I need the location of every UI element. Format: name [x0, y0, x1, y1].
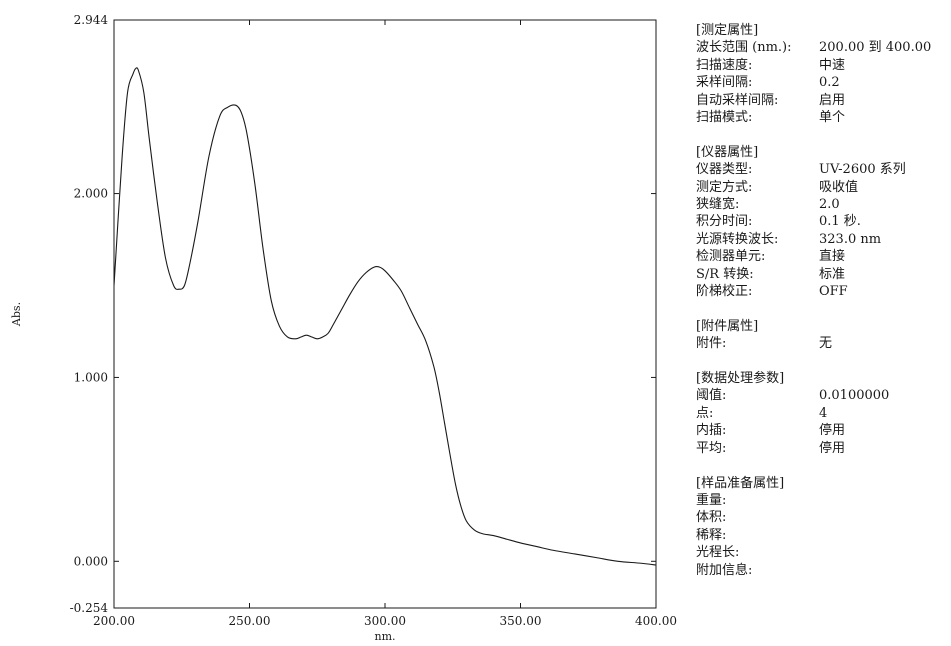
- param-value: 停用: [819, 422, 845, 439]
- param-row: 扫描模式: 单个: [696, 109, 951, 126]
- x-axis-title: nm.: [374, 630, 395, 643]
- section-title: [样品准备属性]: [696, 475, 951, 492]
- param-label: 点:: [696, 405, 819, 422]
- param-label: 阶梯校正:: [696, 283, 819, 300]
- param-value: 中速: [819, 57, 845, 74]
- param-label: 附加信息:: [696, 562, 819, 579]
- param-row: 波长范围 (nm.): 200.00 到 400.00: [696, 39, 951, 56]
- param-label: 体积:: [696, 509, 819, 526]
- param-row: 检测器单元: 直接: [696, 248, 951, 265]
- x-tick-label: 350.00: [500, 614, 542, 628]
- param-row: 点: 4: [696, 405, 951, 422]
- param-value: 323.0 nm: [819, 231, 881, 248]
- x-axis: 200.00 250.00 300.00 350.00 400.00: [93, 20, 677, 628]
- y-tick-label: -0.254: [70, 601, 109, 615]
- param-row: 光程长:: [696, 544, 951, 561]
- y-axis: 2.944 2.000 1.000 0.000 -0.254: [70, 13, 656, 615]
- param-label: 自动采样间隔:: [696, 92, 819, 109]
- section-title: [数据处理参数]: [696, 370, 951, 387]
- param-value: 2.0: [819, 196, 840, 213]
- param-label: 重量:: [696, 492, 819, 509]
- param-value: OFF: [819, 283, 848, 300]
- param-value: 停用: [819, 440, 845, 457]
- param-label: 附件:: [696, 335, 819, 352]
- param-row: 稀释:: [696, 527, 951, 544]
- section-sample-preparation: [样品准备属性] 重量: 体积: 稀释: 光程长: 附加信息:: [696, 475, 951, 579]
- x-tick-label: 300.00: [364, 614, 406, 628]
- section-instrument-properties: [仪器属性] 仪器类型: UV-2600 系列 测定方式: 吸收值 狭缝宽: 2.0 …: [696, 144, 951, 301]
- param-label: 内插:: [696, 422, 819, 439]
- measurement-parameters-panel: [测定属性] 波长范围 (nm.): 200.00 到 400.00 扫描速度: 中…: [696, 22, 951, 596]
- param-label: 积分时间:: [696, 213, 819, 230]
- param-row: 采样间隔: 0.2: [696, 74, 951, 91]
- param-value: 0.1 秒.: [819, 213, 861, 230]
- param-value: 4: [819, 405, 827, 422]
- param-row: 测定方式: 吸收值: [696, 179, 951, 196]
- section-accessory-properties: [附件属性] 附件: 无: [696, 318, 951, 353]
- param-row: 狭缝宽: 2.0: [696, 196, 951, 213]
- param-row: 附件: 无: [696, 335, 951, 352]
- param-label: 稀释:: [696, 527, 819, 544]
- param-label: 阈值:: [696, 387, 819, 404]
- y-tick-label: 1.000: [74, 370, 108, 384]
- x-tick-label: 200.00: [93, 614, 135, 628]
- param-row: 附加信息:: [696, 562, 951, 579]
- param-label: 扫描模式:: [696, 109, 819, 126]
- param-value: 启用: [819, 92, 845, 109]
- param-label: 光程长:: [696, 544, 819, 561]
- param-row: 阶梯校正: OFF: [696, 283, 951, 300]
- section-data-processing: [数据处理参数] 阈值: 0.0100000 点: 4 内插: 停用 平均: 停用: [696, 370, 951, 457]
- param-label: 检测器单元:: [696, 248, 819, 265]
- param-label: 测定方式:: [696, 179, 819, 196]
- param-label: S/R 转换:: [696, 266, 819, 283]
- param-value: 200.00 到 400.00: [819, 39, 931, 56]
- y-tick-label: 2.000: [74, 187, 108, 201]
- param-label: 波长范围 (nm.):: [696, 39, 819, 56]
- param-row: 阈值: 0.0100000: [696, 387, 951, 404]
- y-tick-label: 0.000: [74, 554, 108, 568]
- y-axis-title: Abs.: [10, 302, 23, 327]
- absorbance-chart: 2.944 2.000 1.000 0.000 -0.254 200.00 250.00 3…: [0, 0, 690, 646]
- param-row: S/R 转换: 标准: [696, 266, 951, 283]
- param-row: 仪器类型: UV-2600 系列: [696, 161, 951, 178]
- absorbance-curve: [114, 68, 656, 565]
- param-value: 单个: [819, 109, 845, 126]
- param-value: 标准: [819, 266, 845, 283]
- param-row: 扫描速度: 中速: [696, 57, 951, 74]
- param-label: 光源转换波长:: [696, 231, 819, 248]
- param-value: 0.0100000: [819, 387, 889, 404]
- param-row: 自动采样间隔: 启用: [696, 92, 951, 109]
- param-row: 光源转换波长: 323.0 nm: [696, 231, 951, 248]
- param-label: 狭缝宽:: [696, 196, 819, 213]
- param-value: 直接: [819, 248, 845, 265]
- plot-frame: [114, 20, 656, 608]
- param-row: 平均: 停用: [696, 440, 951, 457]
- param-row: 体积:: [696, 509, 951, 526]
- section-title: [附件属性]: [696, 318, 951, 335]
- param-label: 采样间隔:: [696, 74, 819, 91]
- param-label: 扫描速度:: [696, 57, 819, 74]
- param-label: 仪器类型:: [696, 161, 819, 178]
- x-tick-label: 400.00: [635, 614, 677, 628]
- param-label: 平均:: [696, 440, 819, 457]
- param-value: UV-2600 系列: [819, 161, 906, 178]
- section-title: [仪器属性]: [696, 144, 951, 161]
- param-value: 无: [819, 335, 832, 352]
- param-value: 0.2: [819, 74, 840, 91]
- y-tick-label: 2.944: [74, 13, 109, 27]
- section-measurement-properties: [测定属性] 波长范围 (nm.): 200.00 到 400.00 扫描速度: 中…: [696, 22, 951, 126]
- param-value: 吸收值: [819, 179, 858, 196]
- param-row: 重量:: [696, 492, 951, 509]
- section-title: [测定属性]: [696, 22, 951, 39]
- param-row: 内插: 停用: [696, 422, 951, 439]
- x-tick-label: 250.00: [229, 614, 271, 628]
- param-row: 积分时间: 0.1 秒.: [696, 213, 951, 230]
